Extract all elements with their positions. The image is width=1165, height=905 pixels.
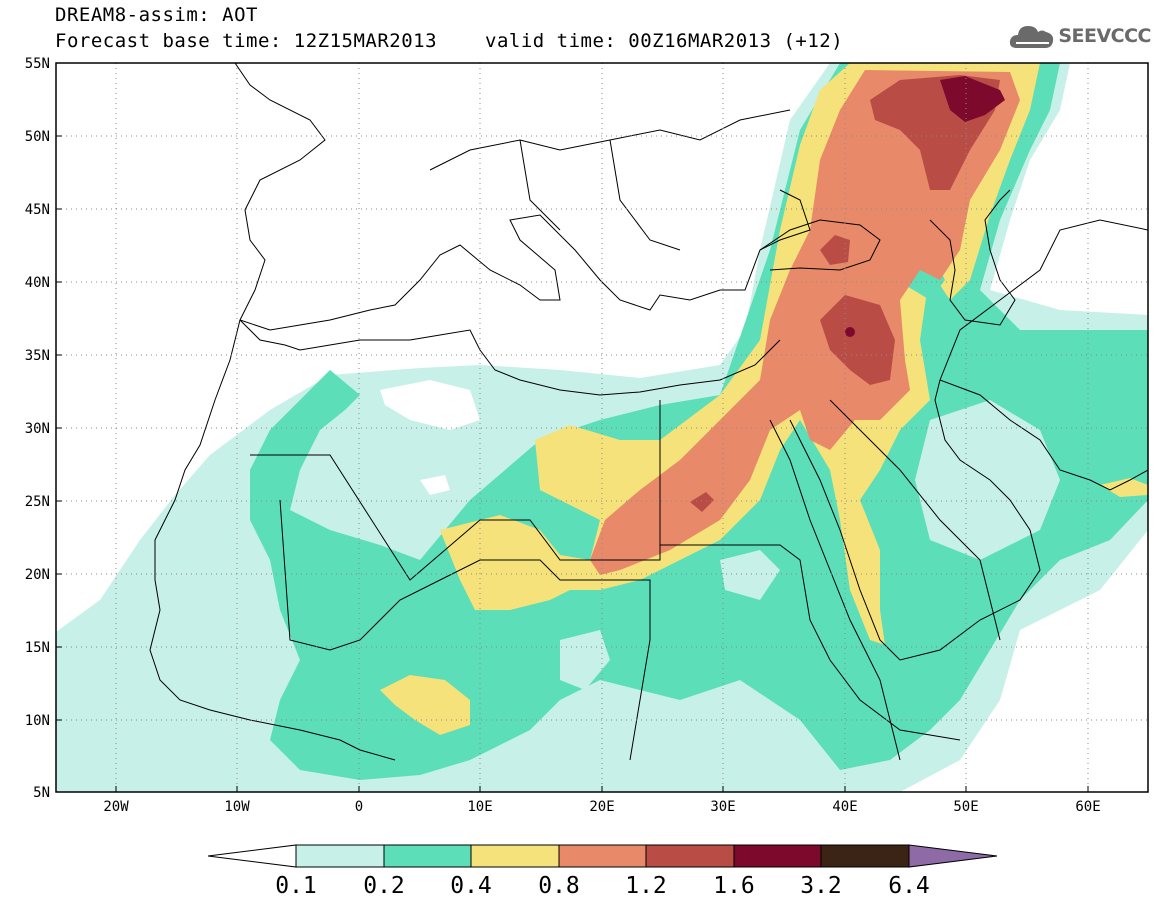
lon-label: 10E <box>467 799 492 815</box>
logo-text: SEEVCCC <box>1058 25 1151 47</box>
colorbar-segment <box>207 844 297 868</box>
colorbar-label: 1.2 <box>625 873 667 899</box>
lat-label: 45N <box>25 202 50 218</box>
lon-label: 60E <box>1075 799 1100 815</box>
border-iran <box>939 219 1148 381</box>
border-europe <box>429 109 791 251</box>
map-title: DREAM8-assim: AOT <box>55 4 258 26</box>
coastline-gulf <box>939 379 1148 491</box>
colorbar: 0.1 0.2 0.4 0.8 1.2 1.6 3.2 6.4 <box>207 844 998 899</box>
colorbar-label: 0.2 <box>363 873 405 899</box>
aot-contour-0-4-gulf <box>1100 478 1148 497</box>
aot-contour-0-1-pocket <box>365 430 420 500</box>
graticule <box>56 63 1148 792</box>
aot-contour-hole <box>420 475 450 495</box>
valid-time: valid time: 00Z16MAR2013 (+12) <box>485 30 844 52</box>
lon-label: 20W <box>103 799 129 815</box>
colorbar-segment <box>820 844 910 868</box>
aot-contour-1-2-egypt <box>690 492 714 512</box>
coastline-africa-north <box>239 319 781 396</box>
lat-label: 35N <box>25 348 50 364</box>
tick-marks <box>56 62 1089 793</box>
aot-contour-0-1-pocket <box>720 550 780 600</box>
coastline-europe <box>234 63 811 331</box>
colorbar-segment <box>645 844 735 868</box>
lat-label: 30N <box>25 421 50 437</box>
colorbar-label: 0.1 <box>275 873 317 899</box>
colorbar-label: 0.4 <box>450 873 492 899</box>
aot-contour-1-6-spot <box>845 327 855 337</box>
lat-label: 50N <box>25 129 50 145</box>
aot-contour-0-8 <box>590 70 1020 575</box>
lon-label: 20E <box>589 799 614 815</box>
colorbar-label: 3.2 <box>800 873 842 899</box>
border-sahara <box>250 400 661 581</box>
seevccc-logo: SEEVCCC <box>1009 22 1151 50</box>
lat-label: 10N <box>25 713 50 729</box>
colorbar-segment <box>908 844 998 868</box>
lon-labels: 20W 10W 0 10E 20E 30E 40E 50E 60E <box>103 799 1100 815</box>
border-arabia-inner <box>829 399 1001 641</box>
lat-label: 20N <box>25 567 50 583</box>
border-sahel <box>279 499 651 761</box>
aot-contour-0-1-pocket <box>560 630 610 690</box>
colorbar-label: 0.8 <box>538 873 580 899</box>
forecast-base-time: Forecast base time: 12Z15MAR2013 <box>55 30 438 52</box>
aot-contour-0-4-west <box>380 675 470 735</box>
coastline-redsea <box>769 419 901 761</box>
lat-label: 5N <box>33 785 50 801</box>
aot-contour-1-2-caucasus <box>820 235 850 265</box>
lon-label: 10W <box>224 799 250 815</box>
border-east-africa <box>660 544 961 741</box>
coastlines <box>149 63 1148 761</box>
colorbar-label: 1.6 <box>713 873 755 899</box>
coastline-africa-west <box>149 319 396 761</box>
coastline-arabia <box>789 379 1041 661</box>
colorbar-segment <box>733 844 822 868</box>
colorbar-segment <box>558 844 647 868</box>
lon-label: 0 <box>355 799 363 815</box>
colorbar-segment <box>295 844 385 868</box>
lat-label: 55N <box>25 56 50 72</box>
lat-labels: 55N 50N 45N 40N 35N 30N 25N 20N 15N 10N … <box>25 56 50 801</box>
colorbar-segment <box>470 844 560 868</box>
aot-contour-hole <box>380 380 480 430</box>
lon-label: 50E <box>953 799 978 815</box>
colorbar-segment <box>383 844 472 868</box>
colorbar-label: 6.4 <box>888 873 930 899</box>
lat-label: 40N <box>25 275 50 291</box>
aot-contour-1-6 <box>940 76 1005 122</box>
lon-label: 40E <box>832 799 857 815</box>
lat-label: 25N <box>25 494 50 510</box>
coastline-blacksea <box>759 219 881 271</box>
aot-contour-1-2-east <box>820 295 895 385</box>
coastline-caspian <box>929 189 1016 326</box>
lat-label: 15N <box>25 640 50 656</box>
cloud-icon <box>1010 26 1054 48</box>
lon-label: 30E <box>710 799 735 815</box>
